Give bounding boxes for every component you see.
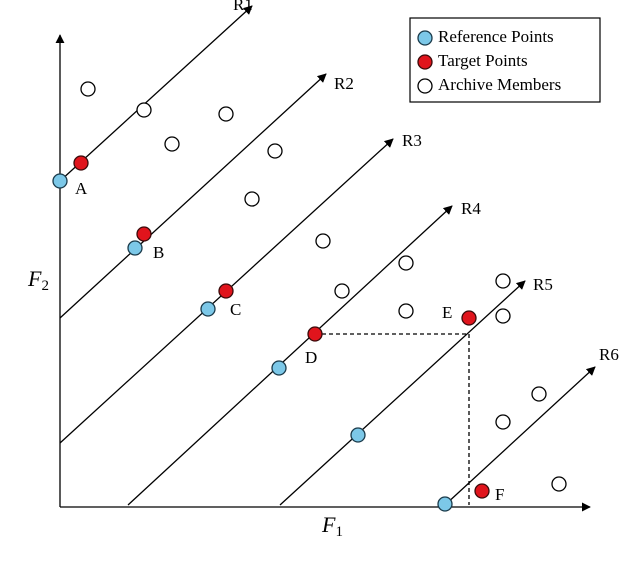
target-points <box>73 155 490 499</box>
ray-label: R4 <box>461 199 481 218</box>
y-axis-label: F2 <box>27 266 49 294</box>
symbol: F <box>321 512 336 537</box>
ray-label: R6 <box>599 345 619 364</box>
subscript: 2 <box>41 278 49 294</box>
point-label: B <box>153 243 164 262</box>
point-label: F <box>495 485 504 504</box>
point-label: D <box>305 348 317 367</box>
legend-entry: Archive Members <box>438 75 561 94</box>
axes <box>55 34 591 512</box>
legend-entry: Reference Points <box>438 27 554 46</box>
point-label: E <box>442 303 452 322</box>
symbol: F <box>27 266 42 291</box>
ray-label: R5 <box>533 275 553 294</box>
ray-label: R3 <box>402 131 422 150</box>
legend-entry: Target Points <box>438 51 528 70</box>
ray-label: R1 <box>233 0 253 14</box>
dashed-guides <box>315 333 470 505</box>
reference-points <box>52 173 453 512</box>
x-axis-label: F1 <box>321 512 343 540</box>
archive-members <box>80 81 567 492</box>
legend: Reference Points Target Points Archive M… <box>409 17 601 103</box>
point-label: C <box>230 300 241 319</box>
point-label: A <box>75 179 88 198</box>
ray-label: R2 <box>334 74 354 93</box>
subscript: 1 <box>335 524 343 540</box>
